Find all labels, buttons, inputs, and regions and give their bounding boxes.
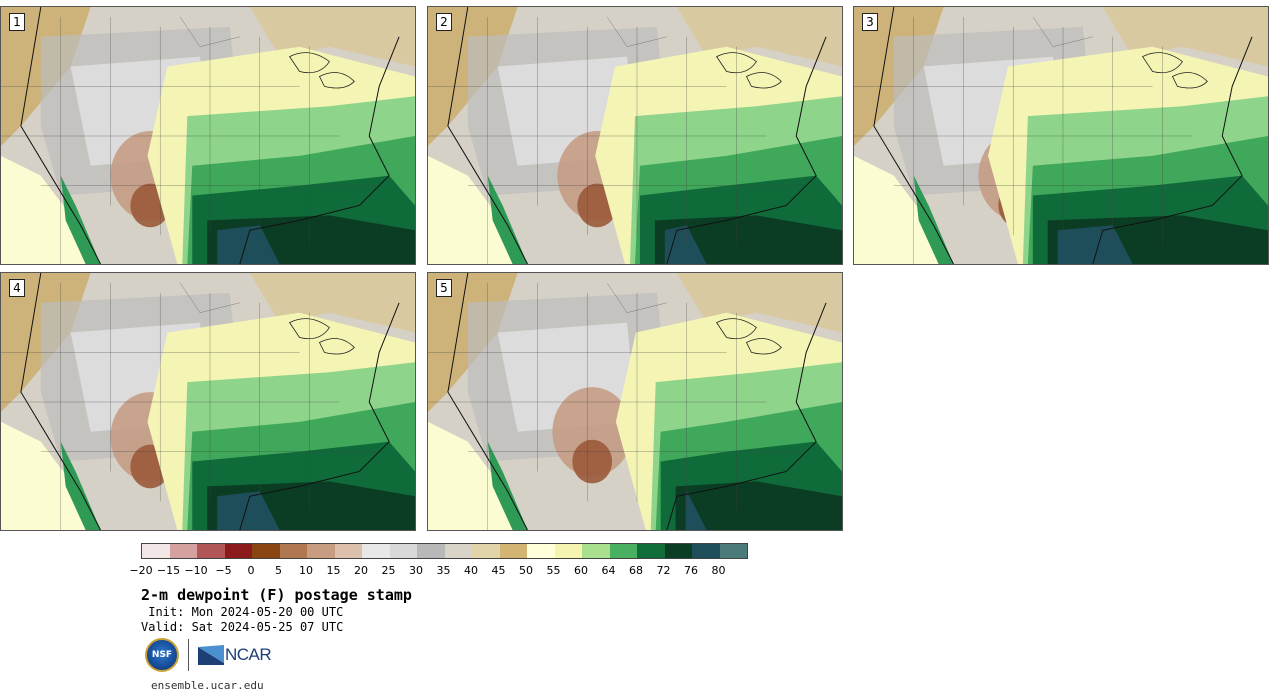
colorbar-tick-label: 40 xyxy=(464,564,478,577)
colorbar-tick-label: 25 xyxy=(381,564,396,577)
colorbar-tick-label: 35 xyxy=(436,564,451,577)
colorbar-tick-label: −5 xyxy=(215,564,232,577)
valid-time: Valid: Sat 2024-05-25 07 UTC xyxy=(141,620,344,634)
colorbar-swatch xyxy=(499,544,527,558)
colorbar-swatch xyxy=(362,544,390,558)
colorbar-swatch xyxy=(554,544,582,558)
colorbar-swatch xyxy=(582,544,610,558)
colorbar-swatch xyxy=(692,544,720,558)
logos: NSF NCAR xyxy=(145,638,272,672)
colorbar-tick-label: 68 xyxy=(629,564,643,577)
colorbar-swatch xyxy=(444,544,472,558)
colorbar-tick-label: 30 xyxy=(409,564,423,577)
colorbar-swatch xyxy=(664,544,692,558)
colorbar-tick-label: 15 xyxy=(326,564,341,577)
map-panel-2: 2 xyxy=(427,6,843,265)
colorbar-tick-label: 45 xyxy=(491,564,506,577)
dewpoint-map-3 xyxy=(854,7,1268,264)
colorbar-tick-label: −10 xyxy=(184,564,208,577)
colorbar-tick-label: 10 xyxy=(299,564,313,577)
colorbar-swatch xyxy=(637,544,665,558)
footer-url: ensemble.ucar.edu xyxy=(151,679,264,692)
init-time: Init: Mon 2024-05-20 00 UTC xyxy=(141,605,344,619)
nsf-logo-text: NSF xyxy=(151,650,173,660)
ncar-swoosh-icon xyxy=(198,645,224,665)
colorbar-swatch xyxy=(169,544,197,558)
dewpoint-map-1 xyxy=(1,7,415,264)
colorbar-swatch xyxy=(224,544,252,558)
colorbar-tick-label: 55 xyxy=(546,564,561,577)
map-panel-4: 4 xyxy=(0,272,416,531)
dewpoint-map-5 xyxy=(428,273,842,530)
colorbar-swatch xyxy=(279,544,307,558)
colorbar xyxy=(141,543,748,559)
map-panel-3: 3 xyxy=(853,6,1269,265)
colorbar-tick-label: −15 xyxy=(156,564,181,577)
panel-number: 2 xyxy=(436,13,452,31)
colorbar-tick-label: −20 xyxy=(129,564,153,577)
dewpoint-map-2 xyxy=(428,7,842,264)
panel-number: 1 xyxy=(9,13,25,31)
colorbar-ticks: −20 −15 −10 −5 0 5 10 15 20 25 30 35 40 45 50 55 60 64 68 7… xyxy=(129,564,781,578)
colorbar-swatch xyxy=(334,544,362,558)
colorbar-tick-label: 50 xyxy=(519,564,533,577)
colorbar-swatch xyxy=(527,544,555,558)
figure-title: 2-m dewpoint (F) postage stamp xyxy=(141,586,412,604)
colorbar-tick-label: 80 xyxy=(711,564,726,577)
colorbar-tick-label: 72 xyxy=(656,564,671,577)
colorbar-tick-label: 76 xyxy=(684,564,698,577)
panel-number: 3 xyxy=(862,13,878,31)
colorbar-swatch xyxy=(609,544,637,558)
colorbar-swatch xyxy=(389,544,417,558)
colorbar-swatch xyxy=(472,544,500,558)
nsf-logo: NSF xyxy=(145,638,179,672)
map-panel-1: 1 xyxy=(0,6,416,265)
ncar-logo: NCAR xyxy=(198,645,272,665)
ncar-logo-text: NCAR xyxy=(225,645,272,664)
panel-number: 5 xyxy=(436,279,452,297)
colorbar-swatch xyxy=(142,544,170,558)
map-panel-5: 5 xyxy=(427,272,843,531)
colorbar-swatch xyxy=(307,544,335,558)
colorbar-swatch xyxy=(252,544,280,558)
colorbar-swatch xyxy=(417,544,445,558)
colorbar-tick-label: 64 xyxy=(601,564,616,577)
colorbar-tick-label: 60 xyxy=(574,564,588,577)
colorbar-swatch xyxy=(197,544,225,558)
dewpoint-map-4 xyxy=(1,273,415,530)
logo-divider xyxy=(188,639,189,671)
colorbar-swatch xyxy=(719,544,747,558)
colorbar-tick-label: 5 xyxy=(275,564,282,577)
colorbar-tick-label: 20 xyxy=(354,564,368,577)
colorbar-tick-label: 0 xyxy=(247,564,255,577)
panel-number: 4 xyxy=(9,279,25,297)
